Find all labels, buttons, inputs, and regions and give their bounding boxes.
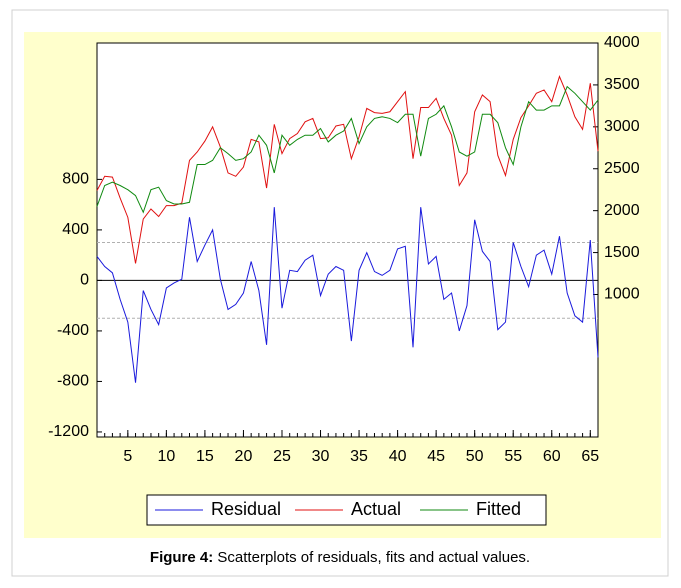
legend-label: Residual [211, 499, 281, 519]
legend-label: Fitted [476, 499, 521, 519]
x-tick-label: 10 [157, 448, 175, 465]
y2-tick-label: 2000 [604, 202, 640, 219]
x-tick-label: 30 [312, 448, 330, 465]
caption-text: Scatterplots of residuals, fits and actu… [217, 549, 530, 566]
y2-tick-label: 4000 [604, 34, 640, 51]
y-tick-label: 800 [62, 171, 89, 188]
plot-area [96, 42, 599, 438]
y2-tick-label: 2500 [604, 160, 640, 177]
x-tick-label: 35 [350, 448, 368, 465]
x-tick-label: 45 [427, 448, 445, 465]
x-tick-label: 65 [581, 448, 599, 465]
legend [146, 494, 547, 526]
series-line [96, 207, 599, 383]
y2-tick-label: 3500 [604, 76, 640, 93]
x-tick-label: 60 [543, 448, 561, 465]
y2-tick-label: 1000 [604, 286, 640, 303]
x-tick-label: 5 [123, 448, 132, 465]
y-tick-label: 400 [62, 221, 89, 238]
x-tick-label: 55 [504, 448, 522, 465]
y-tick-label: -400 [57, 322, 89, 339]
caption: Figure 4: Scatterplots of residuals, fit… [150, 549, 530, 566]
series-line [96, 85, 599, 214]
x-tick-label: 15 [196, 448, 214, 465]
y2-tick-label: 3000 [604, 118, 640, 135]
legend-label: Actual [351, 499, 401, 519]
x-tick-label: 50 [466, 448, 484, 465]
y2-tick-label: 1500 [604, 244, 640, 261]
caption-label: Figure 4: [150, 549, 213, 566]
x-tick-label: 25 [273, 448, 291, 465]
y-tick-label: -800 [57, 373, 89, 390]
x-tick-label: 40 [389, 448, 407, 465]
y-tick-label: -1200 [48, 423, 89, 440]
x-tick-label: 20 [235, 448, 253, 465]
y-tick-label: 0 [80, 272, 89, 289]
